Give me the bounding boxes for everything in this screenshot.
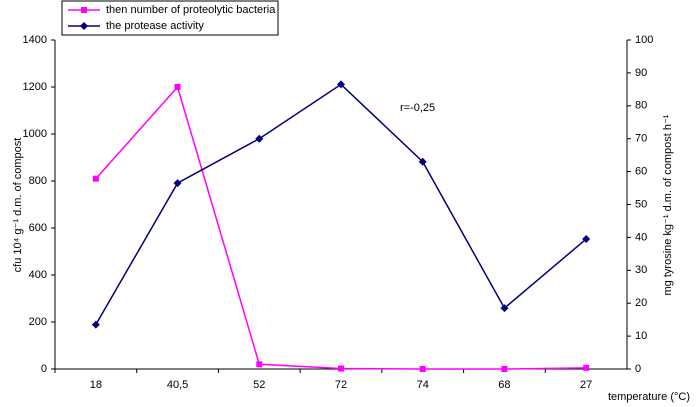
data-point <box>582 235 591 244</box>
legend-label: then number of proteolytic bacteria <box>106 4 276 16</box>
y2-tick-label: 80 <box>635 100 647 112</box>
data-point <box>92 175 99 182</box>
x-tick-label: 52 <box>253 379 265 391</box>
x-tick-label: 40,5 <box>167 379 188 391</box>
y2-tick-label: 100 <box>635 34 653 46</box>
y-tick-label: 600 <box>29 222 47 234</box>
y-tick-label: 400 <box>29 269 47 281</box>
y-tick-label: 0 <box>41 363 47 375</box>
data-point <box>501 366 508 372</box>
data-point <box>500 304 509 313</box>
y2-axis-label: mg tyrosine kg⁻¹ d.m. of compost h⁻¹ <box>662 114 674 295</box>
x-tick-label: 27 <box>580 379 592 391</box>
legend-marker <box>81 7 87 13</box>
y2-tick-label: 10 <box>635 330 647 342</box>
data-point <box>583 364 590 371</box>
y2-tick-label: 70 <box>635 133 647 145</box>
y-tick-label: 1400 <box>23 34 47 46</box>
y-tick-label: 800 <box>29 175 47 187</box>
x-tick-label: 68 <box>498 379 510 391</box>
x-axis-label: temperature (°C) <box>608 391 690 403</box>
data-point <box>91 320 100 329</box>
annotation: r=-0,25 <box>400 102 435 114</box>
series-line <box>95 85 587 370</box>
legend-marker <box>80 22 88 30</box>
legend-label: the protease activity <box>106 20 204 32</box>
y2-tick-label: 30 <box>635 264 647 276</box>
data-point <box>174 84 181 90</box>
data-point <box>418 157 427 166</box>
y2-tick-label: 50 <box>635 198 647 210</box>
y2-tick-label: 90 <box>635 67 647 79</box>
y2-tick-label: 60 <box>635 166 647 178</box>
data-point <box>419 366 426 372</box>
data-point <box>338 365 344 372</box>
y2-tick-label: 40 <box>635 231 647 243</box>
data-point <box>256 361 263 368</box>
y-tick-label: 1000 <box>23 128 47 140</box>
x-tick-label: 18 <box>90 379 102 391</box>
y-axis-label: cfu 10⁴ g⁻¹ d.m. of compost <box>12 138 24 273</box>
y-tick-label: 200 <box>29 316 47 328</box>
y-tick-label: 1200 <box>23 81 47 93</box>
y2-tick-label: 0 <box>635 363 641 375</box>
series-line <box>95 83 587 325</box>
x-tick-label: 72 <box>335 379 347 391</box>
y2-tick-label: 20 <box>635 297 647 309</box>
data-point <box>337 80 345 89</box>
x-tick-label: 74 <box>417 379 429 391</box>
data-point <box>255 134 264 143</box>
data-point <box>173 179 182 188</box>
legend-box <box>61 0 279 36</box>
